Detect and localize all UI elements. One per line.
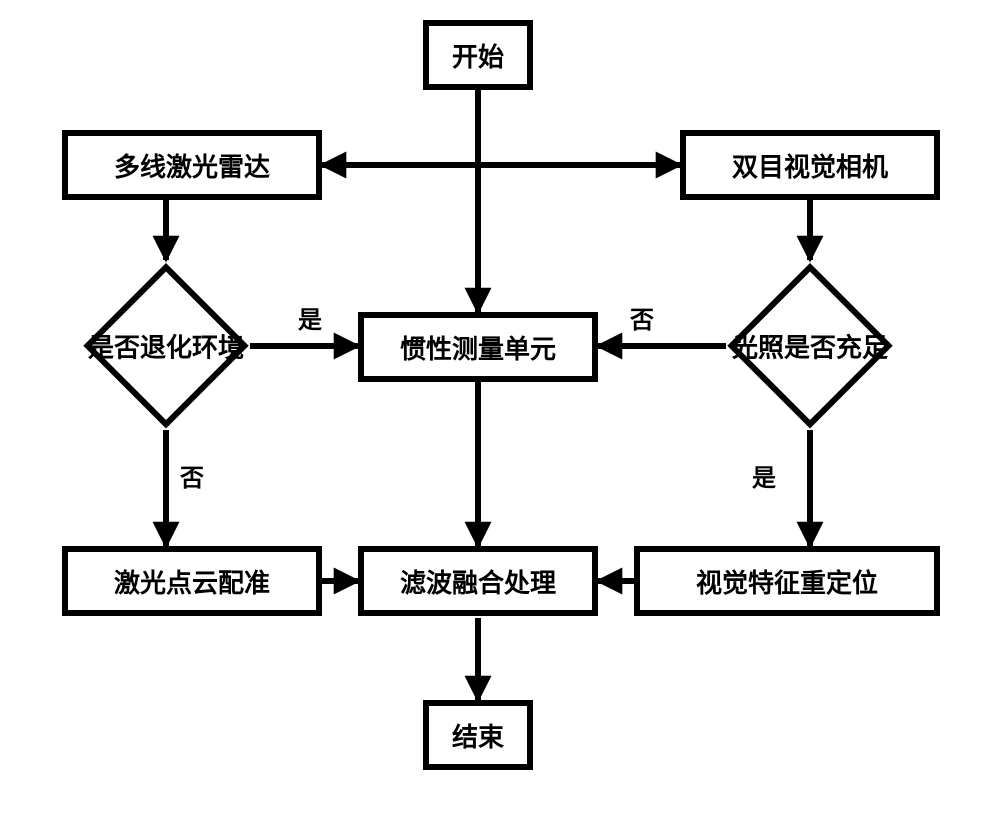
node-label: 双目视觉相机 [732,147,888,184]
node-imu: 惯性测量单元 [358,312,598,382]
edge-label-no-right: 否 [630,300,654,335]
node-pc: 激光点云配准 [62,546,322,616]
node-camera: 双目视觉相机 [680,130,940,200]
edge-label-yes-left: 是 [298,300,322,335]
edge-label-no-left: 否 [180,458,204,493]
edge-label-yes-right: 是 [752,458,776,493]
node-label: 结束 [452,717,504,754]
node-label: 开始 [452,37,504,74]
node-label: 惯性测量单元 [400,329,556,366]
node-start: 开始 [423,20,533,90]
node-label: 是否退化环境 [88,328,244,365]
node-end: 结束 [423,700,533,770]
node-label: 多线激光雷达 [114,147,270,184]
node-label: 滤波融合处理 [400,563,556,600]
node-fuse: 滤波融合处理 [358,546,598,616]
flowchart-canvas: 开始 多线激光雷达 双目视觉相机 惯性测量单元 激光点云配准 滤波融合处理 视觉… [0,0,1000,832]
node-label: 光照是否充足 [732,328,888,365]
node-label: 激光点云配准 [114,563,270,600]
node-label: 视觉特征重定位 [696,563,878,600]
node-lidar: 多线激光雷达 [62,130,322,200]
node-vis: 视觉特征重定位 [634,546,940,616]
